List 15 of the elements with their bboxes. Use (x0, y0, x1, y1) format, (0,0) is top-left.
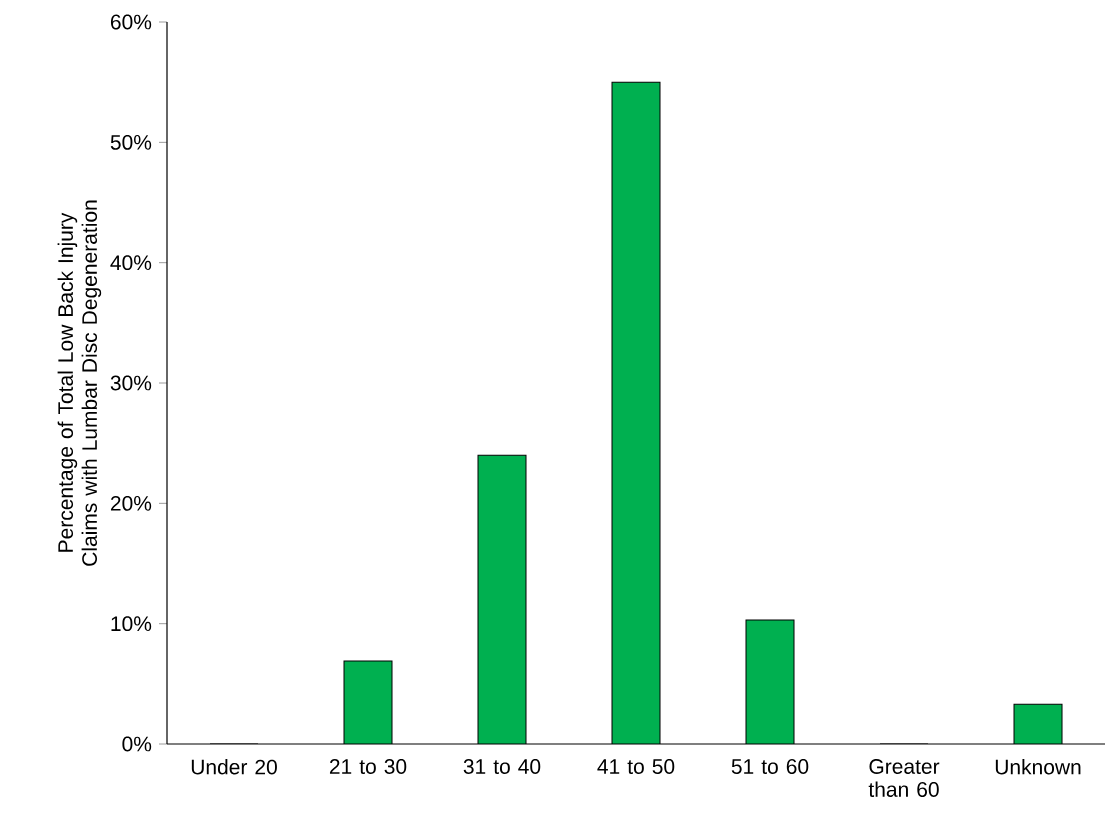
x-tick-label: 51 to 60 (731, 759, 809, 774)
x-tick-label: Greater than 60 (868, 759, 940, 797)
y-tick-label: 0% (122, 736, 152, 752)
y-tick-label: 40% (110, 255, 152, 271)
x-tick-label: Unknown (995, 759, 1081, 775)
y-tick-label: 30% (110, 375, 152, 391)
y-axis-title: Percentage of Total Low Back Injury Claims with Lumbar Disc Degeneration (57, 200, 102, 566)
y-tick-label: 10% (111, 616, 152, 632)
y-tick-label: 50% (110, 134, 152, 150)
x-tick-label: 31 to 40 (463, 759, 541, 774)
x-tick-label: Under 20 (191, 759, 277, 775)
x-tick-label: 41 to 50 (597, 759, 675, 774)
x-tick-label: 21 to 30 (329, 759, 407, 774)
y-tick-label: 20% (110, 495, 152, 511)
y-tick-label: 60% (110, 14, 152, 30)
